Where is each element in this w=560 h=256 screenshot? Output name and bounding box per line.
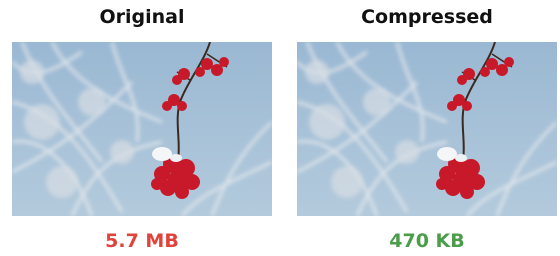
file-size: 470 KB: [297, 230, 557, 252]
file-size: 5.7 MB: [12, 230, 272, 252]
panel-title: Original: [12, 6, 272, 28]
compressed-image: [297, 42, 557, 216]
panel-title: Compressed: [297, 6, 557, 28]
original-image: [12, 42, 272, 216]
comparison: Original Compressed 5.7 MB 470 KB: [0, 0, 560, 256]
